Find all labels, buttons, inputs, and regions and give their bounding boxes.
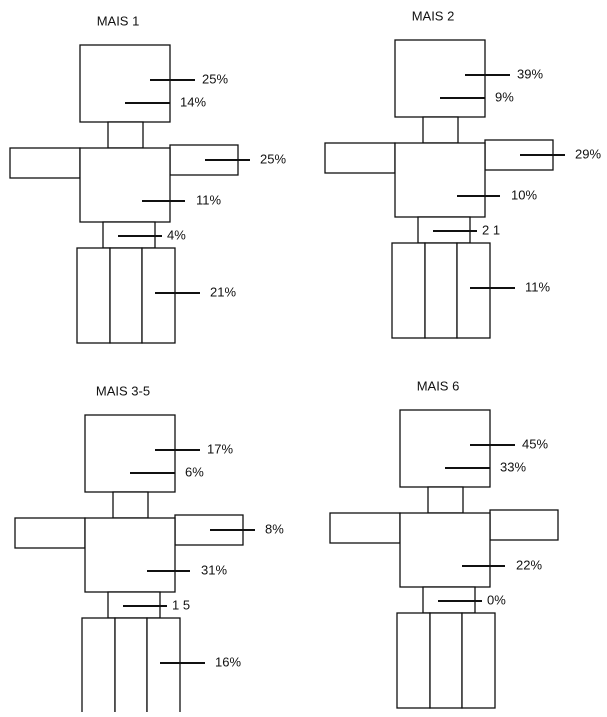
- head-label: 25%: [202, 71, 228, 86]
- head-label: 45%: [522, 436, 548, 451]
- neck-label: 14%: [180, 94, 206, 109]
- legs-label: 16%: [215, 654, 241, 669]
- neck: [423, 117, 458, 143]
- waist-label: 0%: [487, 592, 506, 607]
- waist-label: 2 1: [482, 222, 500, 237]
- arm-label: 25%: [260, 151, 286, 166]
- left-arm: [325, 143, 395, 173]
- diagram: MAIS 1 25% 14% 25% 11% 4% 21% MAIS 2 39%9% 29% 10%…: [0, 0, 607, 712]
- head-label: 17%: [207, 441, 233, 456]
- neck-label: 9%: [495, 89, 514, 104]
- mid-leg: [425, 243, 457, 338]
- right-leg: [147, 618, 180, 712]
- neck-label: 33%: [500, 459, 526, 474]
- legs-label: 11%: [525, 279, 550, 294]
- torso: [85, 518, 175, 592]
- neck: [113, 492, 148, 518]
- right-leg: [142, 248, 175, 343]
- right-leg: [457, 243, 490, 338]
- left-arm: [330, 513, 400, 543]
- waist-label: 1 5: [172, 597, 190, 612]
- left-arm: [10, 148, 80, 178]
- head-label: 39%: [517, 66, 543, 81]
- mid-leg: [115, 618, 147, 712]
- mid-leg: [110, 248, 142, 343]
- head: [80, 45, 170, 122]
- neck: [108, 122, 143, 148]
- torso: [395, 143, 485, 217]
- torso-label: 10%: [511, 187, 537, 202]
- left-leg: [82, 618, 115, 712]
- figure-title: MAIS 6: [417, 378, 460, 393]
- right-leg: [462, 613, 495, 708]
- left-leg: [397, 613, 430, 708]
- torso: [400, 513, 490, 587]
- figure-title: MAIS 3-5: [96, 383, 150, 398]
- head: [395, 40, 485, 117]
- arm-label: 29%: [575, 146, 601, 161]
- neck: [428, 487, 463, 513]
- torso-label: 22%: [516, 557, 542, 572]
- mid-leg: [430, 613, 462, 708]
- head: [85, 415, 175, 492]
- figure-title: MAIS 2: [412, 8, 455, 23]
- right-arm: [490, 510, 558, 540]
- left-arm: [15, 518, 85, 548]
- left-leg: [77, 248, 110, 343]
- legs-label: 21%: [210, 284, 236, 299]
- figure-title: MAIS 1: [97, 13, 140, 28]
- neck-label: 6%: [185, 464, 204, 479]
- waist-label: 4%: [167, 227, 186, 242]
- left-leg: [392, 243, 425, 338]
- torso: [80, 148, 170, 222]
- arm-label: 8%: [265, 521, 284, 536]
- head: [400, 410, 490, 487]
- torso-label: 31%: [201, 562, 227, 577]
- torso-label: 11%: [196, 192, 221, 207]
